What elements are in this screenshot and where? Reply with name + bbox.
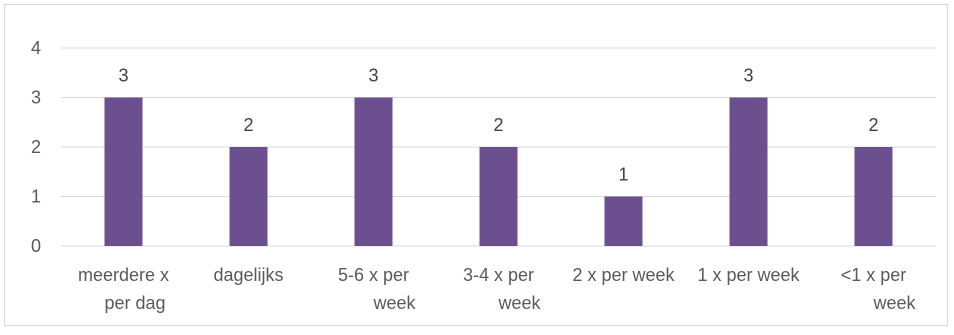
data-label: 3 [118,66,128,86]
x-tick-label: 1 x per week [697,265,800,285]
data-label: 1 [618,165,628,185]
data-label: 3 [368,66,378,86]
x-tick-label: 2 x per week [572,265,675,285]
bar [479,147,518,246]
bar [729,97,768,246]
y-tick-label: 3 [31,88,41,108]
bar [854,147,893,246]
x-tick-label: per dag [104,293,165,313]
y-tick-label: 2 [31,137,41,157]
x-tick-label: week [497,293,541,313]
y-tick-label: 0 [31,236,41,256]
x-tick-label: 5-6 x per [338,265,409,285]
bar [229,147,268,246]
y-tick-label: 4 [31,38,41,58]
x-tick-label: 3-4 x per [463,265,534,285]
data-label: 2 [493,115,503,135]
bar-chart: 0 1 2 3 4 3 meerdere x per dag 2 dagelijks 3 5-6 x … [31,38,936,313]
y-tick-label: 1 [31,187,41,207]
x-tick-label: dagelijks [213,265,283,285]
x-tick-label: week [872,293,916,313]
bar [604,196,643,246]
x-tick-label: meerdere x [78,265,169,285]
chart-frame: 0 1 2 3 4 3 meerdere x per dag 2 dagelijks 3 5-6 x … [4,4,948,326]
bar [354,97,393,246]
data-label: 2 [243,115,253,135]
data-label: 3 [743,66,753,86]
bar [104,97,143,246]
x-tick-label: <1 x per [841,265,907,285]
x-tick-label: week [372,293,416,313]
data-label: 2 [868,115,878,135]
